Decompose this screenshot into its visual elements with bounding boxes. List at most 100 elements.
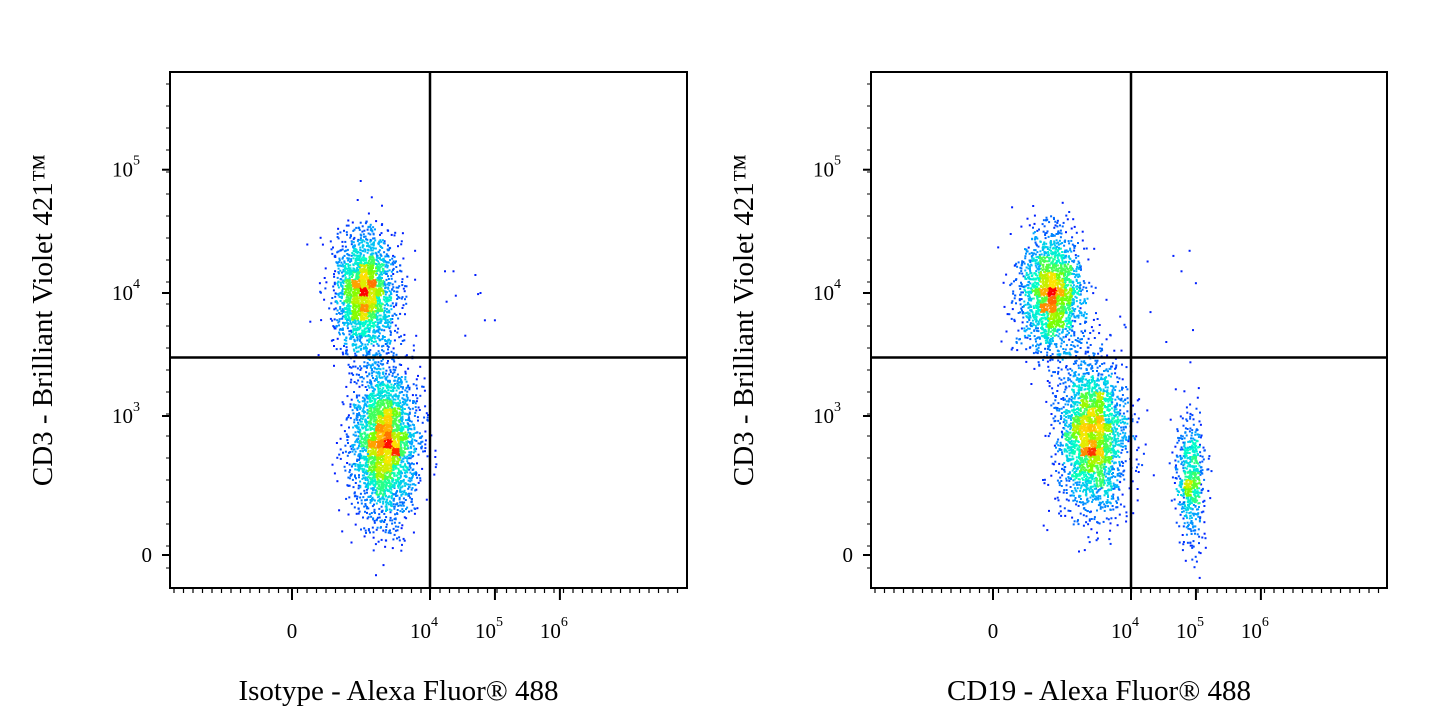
data-point: [391, 442, 394, 445]
data-point: [348, 496, 351, 499]
data-point: [374, 458, 377, 461]
data-point: [349, 381, 352, 384]
data-point: [369, 229, 372, 232]
data-point: [387, 456, 390, 459]
data-point: [411, 476, 414, 478]
data-point: [367, 470, 370, 473]
data-point: [383, 260, 385, 263]
data-point: [383, 407, 386, 410]
data-point: [367, 396, 370, 399]
data-point: [324, 267, 327, 270]
data-point: [388, 429, 391, 432]
data-point: [369, 282, 372, 285]
data-point: [390, 463, 393, 466]
data-point: [396, 386, 399, 389]
data-point: [346, 314, 349, 317]
data-point: [337, 227, 340, 230]
data-point: [359, 492, 362, 495]
data-point: [365, 274, 368, 277]
data-point: [418, 409, 421, 411]
data-point: [409, 471, 412, 474]
data-point: [351, 221, 354, 224]
data-point: [359, 274, 362, 277]
data-point: [373, 473, 376, 476]
data-point: [358, 419, 361, 421]
data-point: [372, 288, 375, 290]
data-point: [355, 373, 358, 376]
data-point: [378, 513, 381, 516]
data-point: [386, 283, 389, 286]
data-point: [380, 246, 383, 248]
data-point: [389, 402, 392, 405]
data-point: [352, 229, 355, 232]
data-point: [384, 539, 387, 542]
data-point: [389, 322, 392, 325]
data-point: [383, 311, 386, 314]
data-point: [364, 386, 367, 388]
data-point: [356, 430, 359, 433]
data-point: [399, 510, 402, 513]
data-point: [401, 307, 404, 309]
data-point: [361, 418, 364, 420]
data-point: [367, 248, 370, 251]
data-point: [369, 225, 372, 228]
data-point: [402, 537, 405, 540]
data-point: [359, 249, 362, 251]
data-point: [340, 295, 343, 298]
data-point: [378, 426, 381, 429]
data-point: [378, 287, 380, 290]
data-point: [360, 465, 363, 468]
data-point: [376, 412, 379, 415]
data-point: [377, 257, 380, 260]
data-point: [362, 354, 365, 357]
data-point: [434, 456, 437, 458]
data-point: [347, 305, 350, 308]
data-point: [353, 308, 356, 311]
data-point: [353, 314, 356, 317]
data-point: [375, 258, 378, 261]
data-point: [363, 365, 366, 368]
data-point: [395, 451, 398, 454]
data-point: [369, 296, 371, 299]
data-point: [352, 238, 355, 241]
data-point: [389, 425, 392, 428]
data-point: [352, 336, 355, 338]
data-point: [403, 539, 406, 542]
data-point: [349, 287, 352, 290]
data-point: [359, 251, 362, 254]
data-point: [397, 481, 400, 484]
data-point: [367, 244, 370, 247]
data-point: [362, 307, 365, 310]
data-point: [406, 468, 409, 471]
data-point: [349, 284, 352, 287]
data-point: [341, 312, 344, 315]
data-point: [414, 406, 417, 409]
data-point: [419, 436, 422, 439]
data-point: [389, 516, 392, 519]
data-point: [372, 334, 375, 337]
data-point: [334, 292, 337, 295]
data-point: [395, 404, 398, 407]
data-point: [349, 270, 352, 272]
data-point: [366, 459, 369, 462]
data-point: [348, 471, 351, 474]
data-point: [381, 338, 384, 341]
data-point: [400, 459, 403, 462]
data-point: [389, 439, 392, 441]
data-point: [389, 532, 392, 535]
data-point: [371, 313, 374, 316]
data-point: [373, 461, 376, 464]
data-point: [345, 346, 348, 349]
data-point: [346, 353, 349, 356]
data-point: [360, 502, 363, 505]
data-point: [358, 474, 360, 477]
data-point: [359, 261, 362, 264]
data-point: [378, 391, 381, 394]
data-point: [355, 262, 358, 265]
data-point: [341, 328, 344, 331]
data-point: [386, 375, 389, 378]
data-point: [361, 289, 364, 292]
data-point: [373, 476, 376, 479]
data-point: [354, 404, 357, 406]
data-point: [394, 478, 397, 481]
